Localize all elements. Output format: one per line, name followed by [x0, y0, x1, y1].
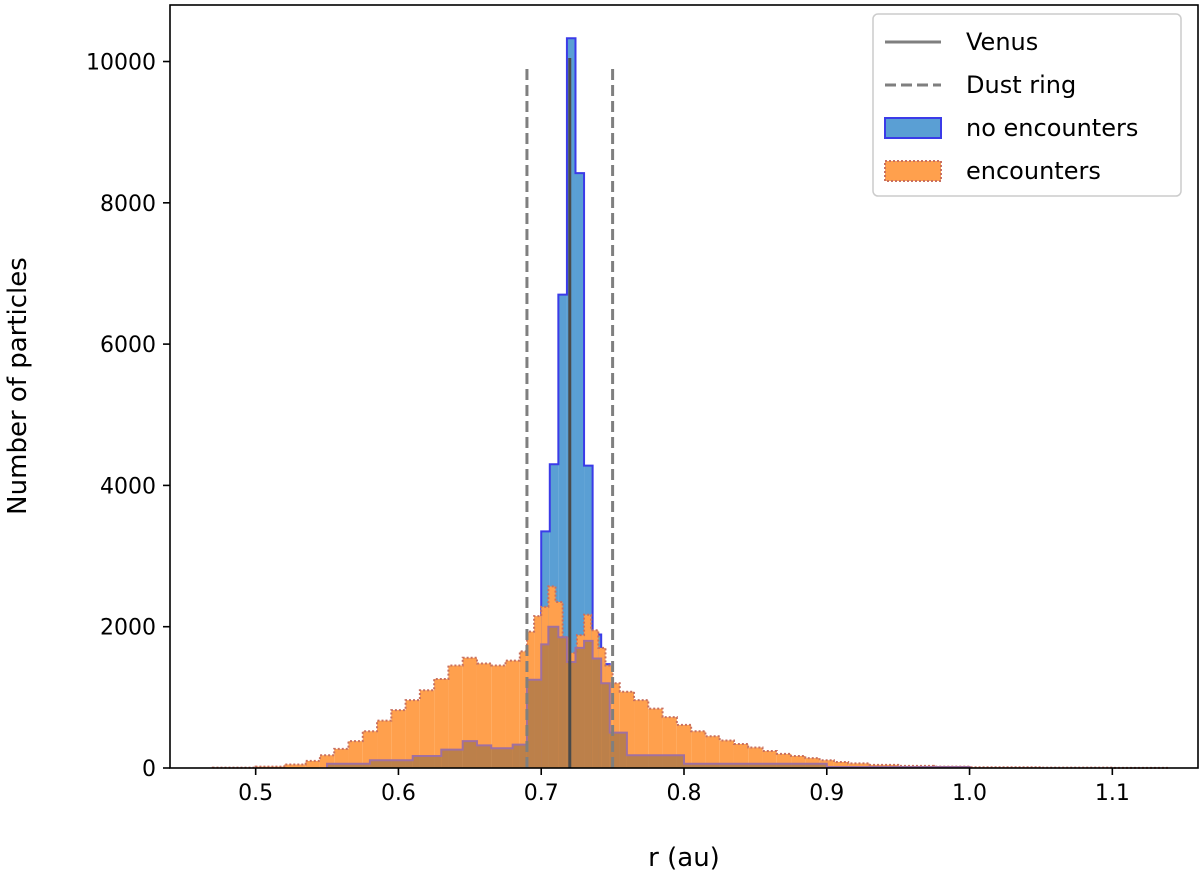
- x-tick-label: 0.7: [524, 781, 559, 806]
- histogram-bar: [575, 173, 585, 769]
- legend-label-dust-ring: Dust ring: [966, 71, 1076, 99]
- y-axis-label: Number of particles: [3, 257, 33, 515]
- histogram-outline: [540, 37, 611, 768]
- y-tick-label: 8000: [100, 192, 156, 217]
- x-tick-label: 0.9: [809, 781, 844, 806]
- histogram-bar: [575, 647, 585, 768]
- histogram-bar: [558, 294, 567, 768]
- histogram-bar: [412, 755, 442, 768]
- y-axis-ticks: 0 2000 4000 6000 8000 10000: [86, 51, 170, 782]
- histogram-bar: [505, 660, 520, 768]
- histogram-bar: [548, 626, 559, 768]
- histogram-bar: [601, 683, 610, 768]
- histogram-bar: [305, 760, 320, 768]
- histogram-bar: [512, 744, 527, 768]
- histogram-bar: [526, 679, 542, 768]
- histogram-bar: [491, 665, 506, 768]
- histogram-bar: [648, 708, 663, 768]
- histogram-bar: [476, 663, 492, 768]
- histogram-bar: [684, 763, 827, 768]
- histogram-bar: [612, 683, 620, 768]
- x-tick-label: 0.6: [381, 781, 416, 806]
- y-tick-label: 2000: [100, 616, 156, 641]
- histogram-bar: [441, 749, 463, 768]
- histogram-bar: [419, 690, 435, 768]
- x-axis-label: r (au): [648, 843, 720, 872]
- histogram-bar: [705, 736, 720, 768]
- y-tick-label: 10000: [86, 51, 156, 76]
- legend-marker-no-encounters: [884, 117, 942, 139]
- histogram-bar: [327, 763, 370, 768]
- histogram-bar: [377, 720, 392, 768]
- x-axis-ticks: 0.5 0.6 0.7 0.8 0.9 1.0 1.1: [238, 768, 1130, 806]
- histogram-bar: [348, 741, 363, 768]
- histogram-bar: [584, 640, 593, 768]
- x-tick-label: 1.0: [952, 781, 987, 806]
- legend-label-encounters: encounters: [966, 157, 1101, 185]
- series-encounters: [211, 585, 1171, 769]
- histogram-bar: [284, 764, 306, 768]
- y-tick-label: 0: [142, 757, 156, 782]
- histogram-bar: [434, 678, 449, 768]
- histogram-bar: [719, 740, 734, 768]
- histogram-bar: [541, 644, 549, 768]
- histogram-bar: [491, 748, 513, 768]
- histogram-outline: [211, 585, 1171, 769]
- histogram-outline: [326, 625, 971, 768]
- histogram-bar: [391, 710, 406, 768]
- legend-label-no-encounters: no encounters: [966, 114, 1138, 142]
- legend: Venus Dust ring no encounters encounters: [872, 13, 1182, 197]
- legend-marker-encounters: [884, 160, 942, 182]
- y-tick-label: 4000: [100, 474, 156, 499]
- legend-label-venus: Venus: [966, 28, 1038, 56]
- x-tick-label: 1.1: [1095, 781, 1130, 806]
- histogram-bar: [833, 761, 849, 768]
- histogram-bar: [626, 755, 684, 768]
- histogram-bar: [634, 700, 649, 768]
- y-tick-label: 6000: [100, 333, 156, 358]
- histogram-bar: [362, 731, 378, 768]
- histogram-bar: [848, 763, 870, 768]
- x-tick-label: 0.5: [238, 781, 273, 806]
- histogram-bar: [462, 741, 477, 768]
- histogram-bar: [448, 665, 463, 768]
- histogram-bar: [691, 731, 706, 768]
- histogram-bar: [369, 760, 413, 768]
- legend-frame: [872, 13, 1182, 197]
- histogram-bar: [476, 745, 492, 768]
- histogram-bar: [519, 651, 527, 768]
- reference-lines: [525, 57, 615, 768]
- histogram-bar: [558, 637, 567, 768]
- histogram-bar: [733, 743, 749, 768]
- x-tick-label: 0.8: [667, 781, 702, 806]
- histogram-bar: [592, 658, 602, 768]
- histogram-bar: [405, 700, 420, 768]
